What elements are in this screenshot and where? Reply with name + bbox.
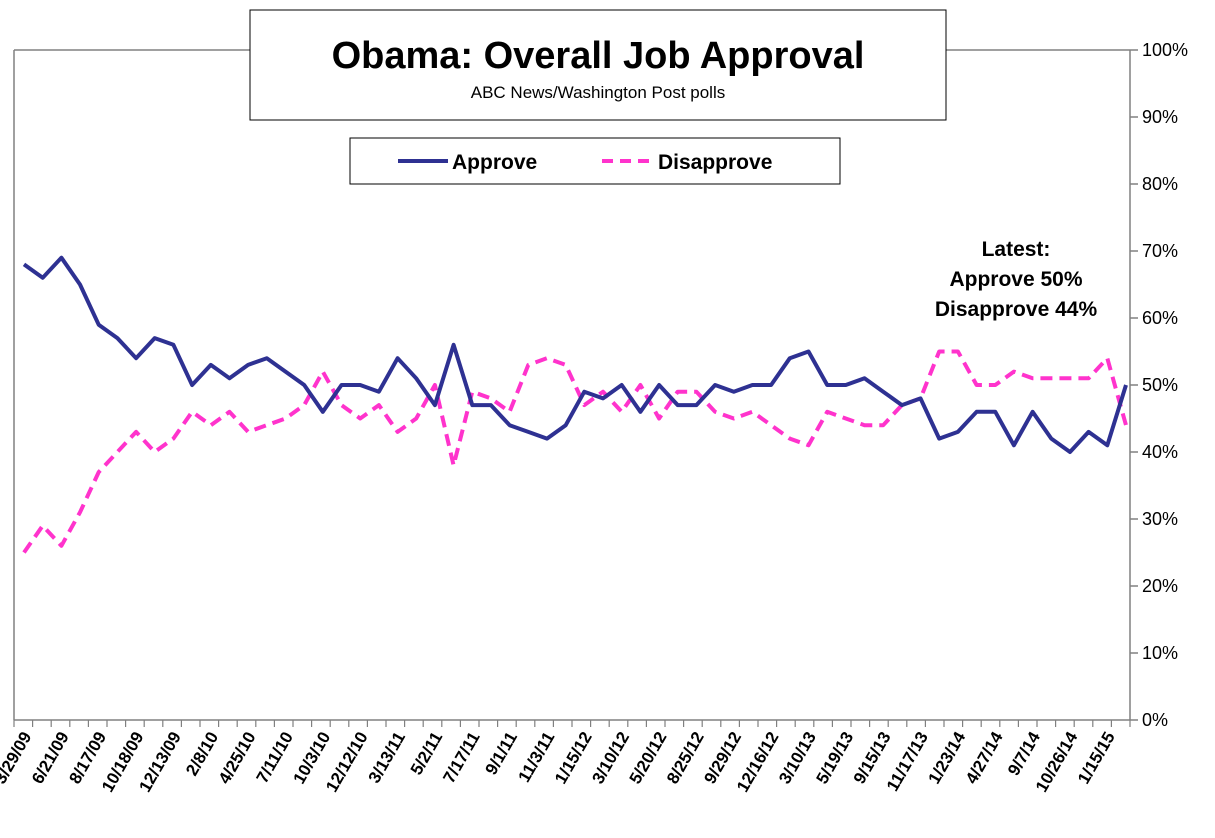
- x-axis-ticks: 3/29/096/21/098/17/0910/18/0912/13/092/8…: [0, 720, 1131, 795]
- y-tick-label: 50%: [1142, 375, 1178, 395]
- y-tick-label: 40%: [1142, 442, 1178, 462]
- x-tick-label: 1/15/15: [1074, 729, 1119, 788]
- x-tick-label: 9/7/14: [1004, 728, 1044, 779]
- annotation-disapprove: Disapprove 44%: [935, 298, 1098, 321]
- series-line-approve: [22, 255, 1128, 454]
- series-layer: [22, 255, 1128, 554]
- x-tick-label: 3/13/11: [365, 729, 409, 787]
- y-tick-label: 80%: [1142, 174, 1178, 194]
- chart-title: Obama: Overall Job Approval: [332, 35, 865, 77]
- series-line-disapprove: [22, 349, 1128, 554]
- chart-subtitle: ABC News/Washington Post polls: [471, 83, 725, 102]
- annotation-approve: Approve 50%: [949, 268, 1082, 291]
- y-tick-label: 60%: [1142, 308, 1178, 328]
- y-tick-label: 10%: [1142, 643, 1178, 663]
- title-box: [249, 9, 947, 121]
- x-tick-label: 5/2/11: [407, 729, 447, 779]
- y-tick-label: 0%: [1142, 710, 1168, 730]
- legend-approve-label: Approve: [452, 151, 537, 174]
- y-tick-label: 100%: [1142, 40, 1188, 60]
- y-tick-label: 30%: [1142, 509, 1178, 529]
- legend-disapprove-label: Disapprove: [658, 151, 772, 174]
- x-tick-label: 4/25/10: [215, 729, 260, 788]
- annotation-latest: Latest:: [982, 238, 1051, 261]
- x-tick-label: 7/17/11: [439, 729, 483, 787]
- x-tick-label: 2/8/10: [182, 729, 222, 779]
- y-tick-label: 70%: [1142, 241, 1178, 261]
- x-tick-label: 9/1/11: [481, 729, 521, 779]
- y-tick-label: 20%: [1142, 576, 1178, 596]
- y-tick-label: 90%: [1142, 107, 1178, 127]
- x-tick-label: 4/27/14: [962, 728, 1007, 787]
- y-axis-ticks: 0% 10% 20% 30% 40% 50% 60% 70% 80% 90% 100%: [1130, 40, 1188, 730]
